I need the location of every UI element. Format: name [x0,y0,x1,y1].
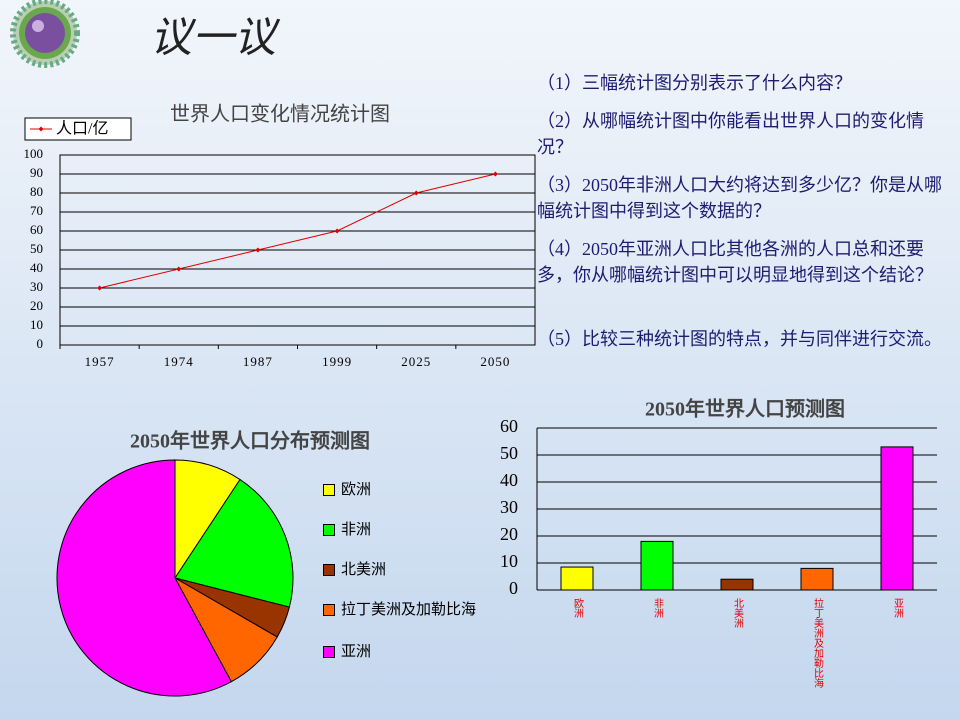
pie-slice [56,459,233,697]
legend-label: 北美洲 [341,562,387,578]
y-tick-label: 30 [500,497,518,517]
question: （2）从哪幅统计图中你能看出世界人口的变化情况？ [537,111,924,157]
question: （4）2050年亚洲人口比其他各洲的人口总和还要多，你从哪幅统计图中可以明显地得… [537,239,933,285]
y-tick-label: 10 [30,317,43,332]
x-tick-label: 2025 [401,354,431,369]
x-tick-label: 1957 [85,354,115,369]
y-tick-label: 20 [30,298,43,313]
y-tick-label: 20 [500,524,518,544]
x-tick-label: 亚洲 [892,598,904,618]
bar [880,446,914,591]
chart-title: 2050年世界人口分布预测图 [130,429,370,453]
question: （5）比较三种统计图的特点，并与同伴进行交流。 [537,329,942,349]
bar [800,567,834,591]
legend-swatch [323,564,335,576]
bar [640,540,674,591]
x-tick-label: 北美洲 [732,598,744,628]
legend-swatch [323,524,335,536]
y-tick-label: 50 [30,241,43,256]
legend-item: 北美洲 [323,560,491,580]
legend-item: 欧洲 [323,480,491,500]
legend-item: 亚洲 [323,642,491,662]
y-tick-label: 10 [500,551,518,571]
x-tick-label: 1974 [164,354,194,369]
x-tick-label: 非洲 [652,598,664,618]
legend-box [24,117,132,141]
question: （1）三幅统计图分别表示了什么内容？ [537,73,852,93]
y-tick-label: 90 [30,165,43,180]
marker [334,228,340,234]
y-tick-label: 40 [500,470,518,490]
legend-item: 拉丁美洲及加勒比海 [323,600,491,620]
question: （3）2050年非洲人口大约将达到多少亿？你是从哪幅统计图中得到这个数据的？ [537,175,942,221]
legend-label: 人口/亿 [56,120,108,138]
legend-label: 非洲 [341,522,372,538]
bar [720,578,754,591]
x-tick-label: 拉丁美洲及加勒比海 [812,597,824,689]
y-tick-label: 40 [30,260,43,275]
y-tick-label: 0 [509,578,518,598]
marker [97,285,103,291]
y-tick-label: 0 [37,336,44,351]
legend-item: 非洲 [323,520,491,540]
legend-label: 欧洲 [341,482,372,498]
y-tick-label: 30 [30,279,43,294]
legend-marker [38,126,44,132]
chart-title: 2050年世界人口预测图 [645,397,845,421]
marker [413,190,419,196]
y-tick-label: 80 [30,184,43,199]
pie-slice [174,478,294,608]
legend-swatch [323,484,335,496]
legend-swatch [323,646,335,658]
x-tick-label: 1999 [322,354,352,369]
x-tick-label: 2050 [480,354,510,369]
y-tick-label: 100 [24,146,44,161]
line [99,173,496,289]
icon [10,0,80,68]
marker [492,171,498,177]
chart-title: 世界人口变化情况统计图 [170,103,390,126]
y-tick-label: 60 [500,416,518,436]
legend-swatch [323,604,335,616]
marker [255,247,261,253]
y-tick-label: 60 [30,222,43,237]
legend-label: 拉丁美洲及加勒比海 [341,602,477,618]
x-tick-label: 1987 [243,354,273,369]
legend-label: 亚洲 [341,644,372,660]
slide-title: 议一议 [150,16,281,62]
x-tick-label: 欧洲 [572,598,584,618]
marker [176,266,182,272]
y-tick-label: 50 [500,443,518,463]
bar [560,566,594,591]
y-tick-label: 70 [30,203,43,218]
